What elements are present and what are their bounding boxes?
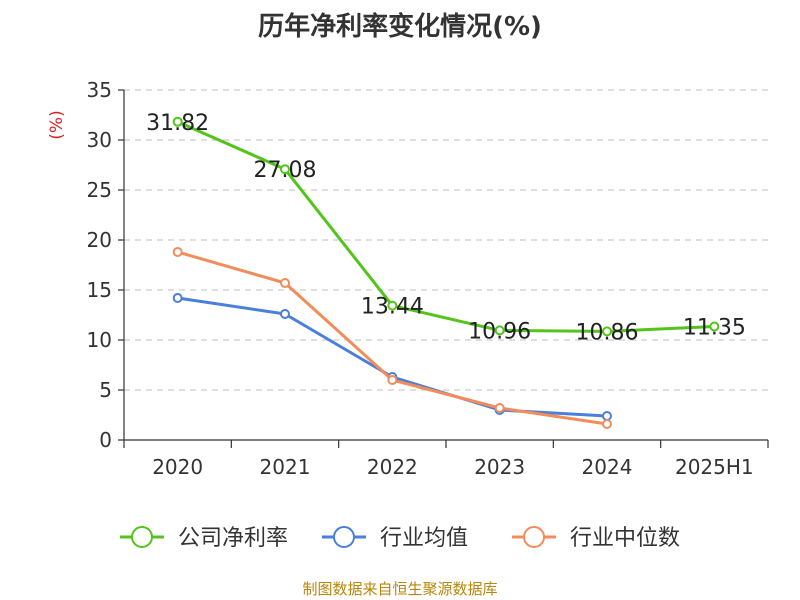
data-point	[172, 293, 183, 303]
data-point	[387, 300, 398, 311]
data-label: 11.35	[683, 316, 746, 341]
data-point	[602, 411, 612, 421]
legend-label: 行业均值	[380, 526, 468, 551]
y-tick-label: 35	[87, 78, 112, 102]
data-point	[172, 247, 183, 257]
y-tick-label: 0	[99, 428, 112, 452]
series-line	[177, 120, 715, 333]
x-tick-label: 2024	[582, 455, 633, 479]
y-tick-label: 10	[87, 328, 112, 352]
data-point	[280, 164, 290, 175]
data-label: 31.82	[146, 111, 209, 136]
legend-label: 行业中位数	[570, 526, 680, 551]
y-tick-label: 25	[87, 178, 112, 202]
data-point	[172, 116, 183, 127]
y-tick-label: 5	[99, 378, 112, 402]
legend-marker	[523, 526, 545, 548]
legend: 公司净利率 行业均值 行业中位数	[120, 526, 680, 551]
x-tick-label: 2020	[152, 455, 203, 479]
data-point	[280, 309, 290, 319]
data-label: 27.08	[254, 158, 317, 183]
data-point	[387, 375, 398, 385]
data-point	[280, 278, 290, 288]
y-tick-label: 30	[87, 128, 112, 152]
y-tick-label: 15	[87, 278, 112, 302]
grid-lines	[124, 89, 768, 391]
y-axis-label: (%)	[47, 110, 67, 139]
x-tick-label: 2021	[260, 455, 311, 479]
legend-marker	[131, 526, 153, 548]
x-tick-label: 2022	[367, 455, 418, 479]
data-point	[494, 403, 505, 413]
legend-label: 公司净利率	[178, 526, 288, 551]
source-note: 制图数据来自恒生聚源数据库	[302, 580, 498, 598]
data-label: 10.86	[576, 320, 639, 345]
legend-marker	[333, 526, 355, 548]
data-point	[494, 325, 505, 336]
series-layer	[172, 116, 720, 429]
data-point	[709, 321, 720, 332]
data-point	[602, 326, 612, 337]
x-tick-label: 2023	[474, 455, 525, 479]
axes: 0 5 10 15 20 25 30 35 (%) 2020 2021 2022 2023 2024 202…	[47, 78, 769, 479]
series-line	[177, 250, 608, 426]
x-tick-label: 2025H1	[675, 455, 754, 479]
data-labels: 31.82 27.08 13.44 10.96 10.86 11.35	[146, 111, 746, 346]
chart-title: 历年净利率变化情况(%)	[258, 12, 542, 42]
data-point	[602, 419, 612, 429]
data-label: 13.44	[361, 295, 424, 320]
data-label: 10.96	[468, 319, 531, 344]
y-tick-label: 20	[87, 228, 112, 252]
